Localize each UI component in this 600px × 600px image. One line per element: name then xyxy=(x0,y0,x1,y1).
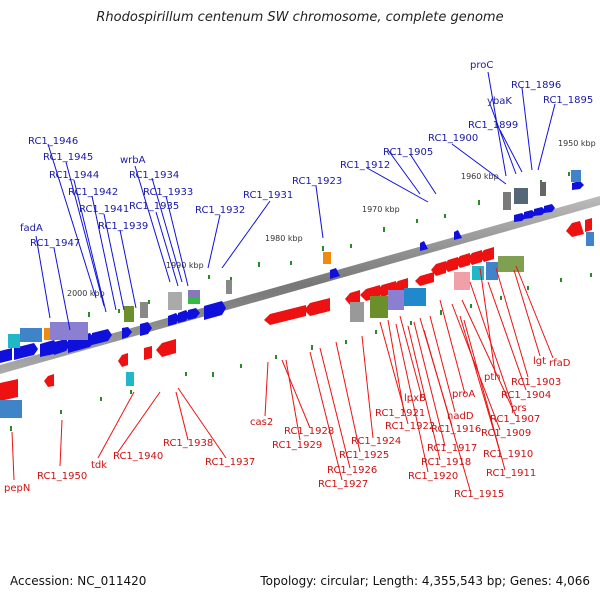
gene-label[interactable]: RC1_1931 xyxy=(243,190,293,201)
reverse-gene-labels: rfaD lgt RC1_1903 pth RC1_1904 prs proA … xyxy=(4,356,571,500)
gene-label[interactable]: RC1_1909 xyxy=(481,428,531,439)
gene-label[interactable]: RC1_1896 xyxy=(511,80,561,91)
scale-label-2000: 2000 kbp xyxy=(67,289,105,298)
gene-label[interactable]: RC1_1921 xyxy=(375,408,425,419)
scale-label-1950: 1950 kbp xyxy=(558,139,596,148)
gene-label[interactable]: proA xyxy=(452,389,475,400)
accession-text: Accession: NC_011420 xyxy=(10,574,147,588)
scale-label-1980: 1980 kbp xyxy=(265,234,303,243)
gene-label[interactable]: nadD xyxy=(447,411,474,422)
forward-gene-labels: proC RC1_1896 ybaK RC1_1895 RC1_1899 RC1… xyxy=(20,60,593,249)
genome-summary: Topology: circular; Length: 4,355,543 bp… xyxy=(260,574,590,588)
gene-label[interactable]: RC1_1938 xyxy=(163,438,213,449)
gene-label[interactable]: RC1_1922 xyxy=(385,421,435,432)
gene-label[interactable]: RC1_1916 xyxy=(431,424,481,435)
gene-label[interactable]: RC1_1935 xyxy=(129,201,179,212)
gene-label[interactable]: RC1_1929 xyxy=(272,440,322,451)
chromosome-backbone xyxy=(0,196,600,374)
footer: Accession: NC_011420 Topology: circular;… xyxy=(10,574,590,588)
scale-label-1990: 1990 kbp xyxy=(166,261,204,270)
gene-label[interactable]: RC1_1947 xyxy=(30,238,80,249)
gene-label[interactable]: RC1_1940 xyxy=(113,451,163,462)
gene-label[interactable]: RC1_1941 xyxy=(79,204,129,215)
gene-label[interactable]: RC1_1924 xyxy=(351,436,401,447)
gene-label[interactable]: RC1_1904 xyxy=(501,390,551,401)
gene-label[interactable]: RC1_1944 xyxy=(49,170,99,181)
gene-label[interactable]: lpxB xyxy=(404,393,426,404)
gene-label[interactable]: RC1_1925 xyxy=(339,450,389,461)
gene-label[interactable]: RC1_1903 xyxy=(511,377,561,388)
gene-label[interactable]: proC xyxy=(470,60,493,71)
gene-label[interactable]: RC1_1926 xyxy=(327,465,377,476)
gene-label[interactable]: RC1_1928 xyxy=(284,426,334,437)
gene-label[interactable]: RC1_1915 xyxy=(454,489,504,500)
gene-label[interactable]: RC1_1945 xyxy=(43,152,93,163)
gene-label[interactable]: RC1_1899 xyxy=(468,120,518,131)
gene-label[interactable]: RC1_1918 xyxy=(421,457,471,468)
gene-label[interactable]: ybaK xyxy=(487,96,512,107)
gene-label[interactable]: RC1_1895 xyxy=(543,95,593,106)
reverse-strand-genes xyxy=(0,218,592,401)
gene-label[interactable]: pth xyxy=(484,372,501,383)
gene-arrow-forward xyxy=(572,181,584,190)
gene-label[interactable]: RC1_1934 xyxy=(129,170,179,181)
map-title: Rhodospirillum centenum SW chromosome, c… xyxy=(96,10,504,25)
gene-label[interactable]: tdk xyxy=(91,460,107,471)
gene-label[interactable]: wrbA xyxy=(120,155,146,166)
scale-label-1970: 1970 kbp xyxy=(362,205,400,214)
gene-label[interactable]: RC1_1920 xyxy=(408,471,458,482)
gene-label[interactable]: RC1_1905 xyxy=(383,147,433,158)
gene-label[interactable]: RC1_1950 xyxy=(37,471,87,482)
forward-feature-blocks xyxy=(8,170,581,348)
gene-label[interactable]: RC1_1939 xyxy=(98,221,148,232)
gene-label[interactable]: RC1_1937 xyxy=(205,457,255,468)
gene-label[interactable]: RC1_1900 xyxy=(428,133,478,144)
gene-label[interactable]: RC1_1911 xyxy=(486,468,536,479)
gene-label[interactable]: RC1_1912 xyxy=(340,160,390,171)
gene-label[interactable]: RC1_1927 xyxy=(318,479,368,490)
gene-label[interactable]: RC1_1932 xyxy=(195,205,245,216)
gene-label[interactable]: lgt xyxy=(533,356,546,367)
gene-label[interactable]: RC1_1907 xyxy=(490,414,540,425)
gene-label[interactable]: rfaD xyxy=(549,358,571,369)
gene-label[interactable]: RC1_1933 xyxy=(143,187,193,198)
gene-arrow-reverse xyxy=(566,221,584,237)
gene-label[interactable]: fadA xyxy=(20,223,43,234)
gene-label[interactable]: cas2 xyxy=(250,417,273,428)
gene-label[interactable]: RC1_1923 xyxy=(292,176,342,187)
forward-leader-lines xyxy=(35,71,556,331)
reverse-leader-lines xyxy=(11,265,554,491)
gene-label[interactable]: RC1_1910 xyxy=(483,449,533,460)
gene-label[interactable]: pepN xyxy=(4,483,30,494)
scale-label-1960: 1960 kbp xyxy=(461,172,499,181)
gene-label[interactable]: prs xyxy=(511,403,527,414)
gene-label[interactable]: RC1_1946 xyxy=(28,136,78,147)
gene-label[interactable]: RC1_1942 xyxy=(68,187,118,198)
gene-label[interactable]: RC1_1917 xyxy=(427,443,477,454)
